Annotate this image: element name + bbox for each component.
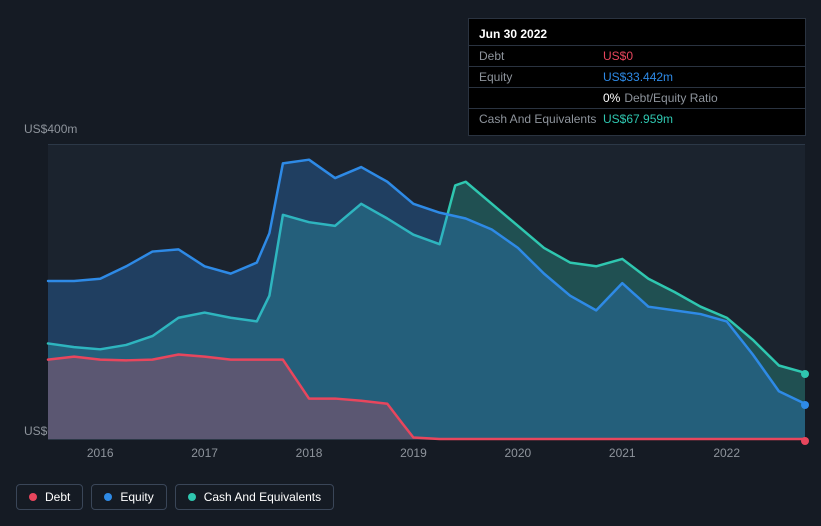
tooltip-date: Jun 30 2022 [469, 25, 805, 45]
x-axis-tick: 2017 [191, 446, 218, 460]
tooltip-row: 0% Debt/Equity Ratio [469, 87, 805, 108]
plot-area[interactable] [48, 144, 805, 440]
chart-svg [48, 145, 805, 439]
tooltip-row-label [479, 91, 603, 105]
x-axis-tick: 2021 [609, 446, 636, 460]
end-marker [801, 437, 809, 445]
tooltip-row-value: US$0 [603, 49, 633, 63]
tooltip-row-label: Debt [479, 49, 603, 63]
x-axis-tick: 2022 [713, 446, 740, 460]
legend-dot-icon [29, 493, 37, 501]
chart-legend: Debt Equity Cash And Equivalents [16, 484, 334, 510]
legend-label: Debt [45, 490, 70, 504]
legend-dot-icon [188, 493, 196, 501]
financial-chart: US$400m US$0 201620172018201920202021202… [16, 124, 805, 464]
legend-item-debt[interactable]: Debt [16, 484, 83, 510]
tooltip-row-value: US$33.442m [603, 70, 673, 84]
x-axis-tick: 2018 [296, 446, 323, 460]
legend-dot-icon [104, 493, 112, 501]
legend-item-cash-and-equivalents[interactable]: Cash And Equivalents [175, 484, 334, 510]
tooltip-row-extra: Debt/Equity Ratio [624, 91, 717, 105]
tooltip-row-label: Equity [479, 70, 603, 84]
chart-tooltip: Jun 30 2022 DebtUS$0EquityUS$33.442m0%De… [468, 18, 806, 136]
tooltip-row: DebtUS$0 [469, 45, 805, 66]
x-axis-tick: 2020 [505, 446, 532, 460]
y-axis-label-max: US$400m [24, 122, 77, 136]
x-axis-tick: 2019 [400, 446, 427, 460]
end-marker [801, 401, 809, 409]
legend-label: Equity [120, 490, 153, 504]
tooltip-row: EquityUS$33.442m [469, 66, 805, 87]
x-axis-labels: 2016 2017 2018 2019 2020 2021 2022 [48, 446, 805, 466]
x-axis-tick: 2016 [87, 446, 114, 460]
legend-item-equity[interactable]: Equity [91, 484, 166, 510]
end-marker [801, 370, 809, 378]
legend-label: Cash And Equivalents [204, 490, 321, 504]
tooltip-row-value: 0% [603, 91, 620, 105]
